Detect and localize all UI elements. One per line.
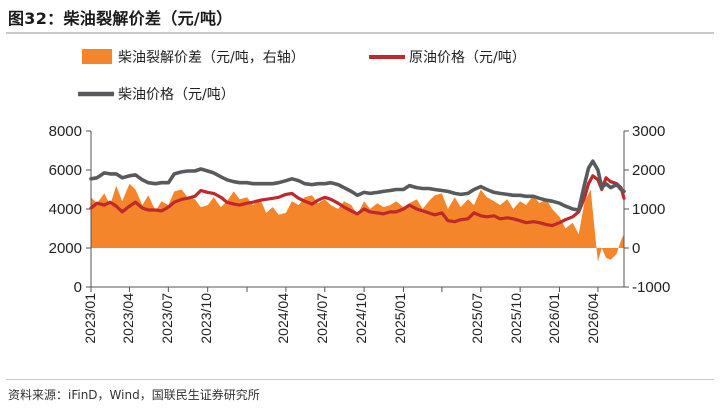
x-tick-label: 2025/07: [469, 293, 485, 344]
x-tick-label: 2026/04: [585, 293, 601, 344]
legend-label-diesel: 柴油价格（元/吨）: [118, 87, 235, 103]
x-tick-label: 2024/04: [275, 293, 291, 344]
legend-label-crude: 原油价格（元/吨）: [409, 50, 526, 66]
x-tick-label: 2023/04: [120, 293, 136, 344]
tick-label-layer: 0 2000 4000 6000 8000 -1000 0 1000 2000 3000 2023/…: [49, 123, 671, 344]
y-right-tick-label: -1000: [632, 279, 670, 296]
legend-label-spread: 柴油裂解价差（元/吨，右轴）: [118, 50, 305, 66]
y-left-tick-label: 8000: [49, 123, 82, 140]
y-left-tick-label: 0: [74, 279, 82, 296]
legend-swatch-spread: [82, 49, 112, 64]
figure-source: 资料来源：iFinD，Wind，国联民生证券研究所: [8, 388, 260, 402]
y-right-tick-label: 2000: [632, 162, 665, 179]
x-tick-label: 2023/01: [82, 293, 98, 344]
x-tick-label: 2024/10: [353, 293, 369, 344]
x-tick-label: 2023/07: [159, 293, 175, 344]
spread-area-layer: [91, 183, 624, 262]
spread-area-series: [91, 183, 624, 262]
x-tick-label: 2023/10: [198, 293, 214, 344]
x-tick-label: 2026/01: [546, 293, 562, 344]
x-tick-label: 2025/10: [508, 293, 524, 344]
y-left-tick-label: 6000: [49, 162, 82, 179]
y-left-tick-label: 2000: [49, 240, 82, 257]
crude-oil-price-line: [89, 174, 626, 228]
x-tick-label: 2025/01: [392, 293, 408, 344]
chart-svg: 柴油裂解价差（元/吨，右轴） 原油价格（元/吨） 柴油价格（元/吨） 0 2000 40…: [49, 49, 671, 344]
title-divider: [6, 32, 714, 34]
y-right-tick-label: 1000: [632, 201, 665, 218]
y-right-tick-label: 3000: [632, 123, 665, 140]
diesel-price-line: [89, 159, 626, 212]
x-tick-label: 2024/07: [314, 293, 330, 344]
legend: 柴油裂解价差（元/吨，右轴） 原油价格（元/吨） 柴油价格（元/吨）: [78, 49, 526, 103]
y-left-tick-label: 4000: [49, 201, 82, 218]
price-lines-layer: [89, 159, 626, 228]
source-divider: [6, 379, 714, 380]
y-right-tick-label: 0: [632, 240, 640, 257]
figure-title: 图32：柴油裂解价差（元/吨）: [8, 9, 233, 28]
